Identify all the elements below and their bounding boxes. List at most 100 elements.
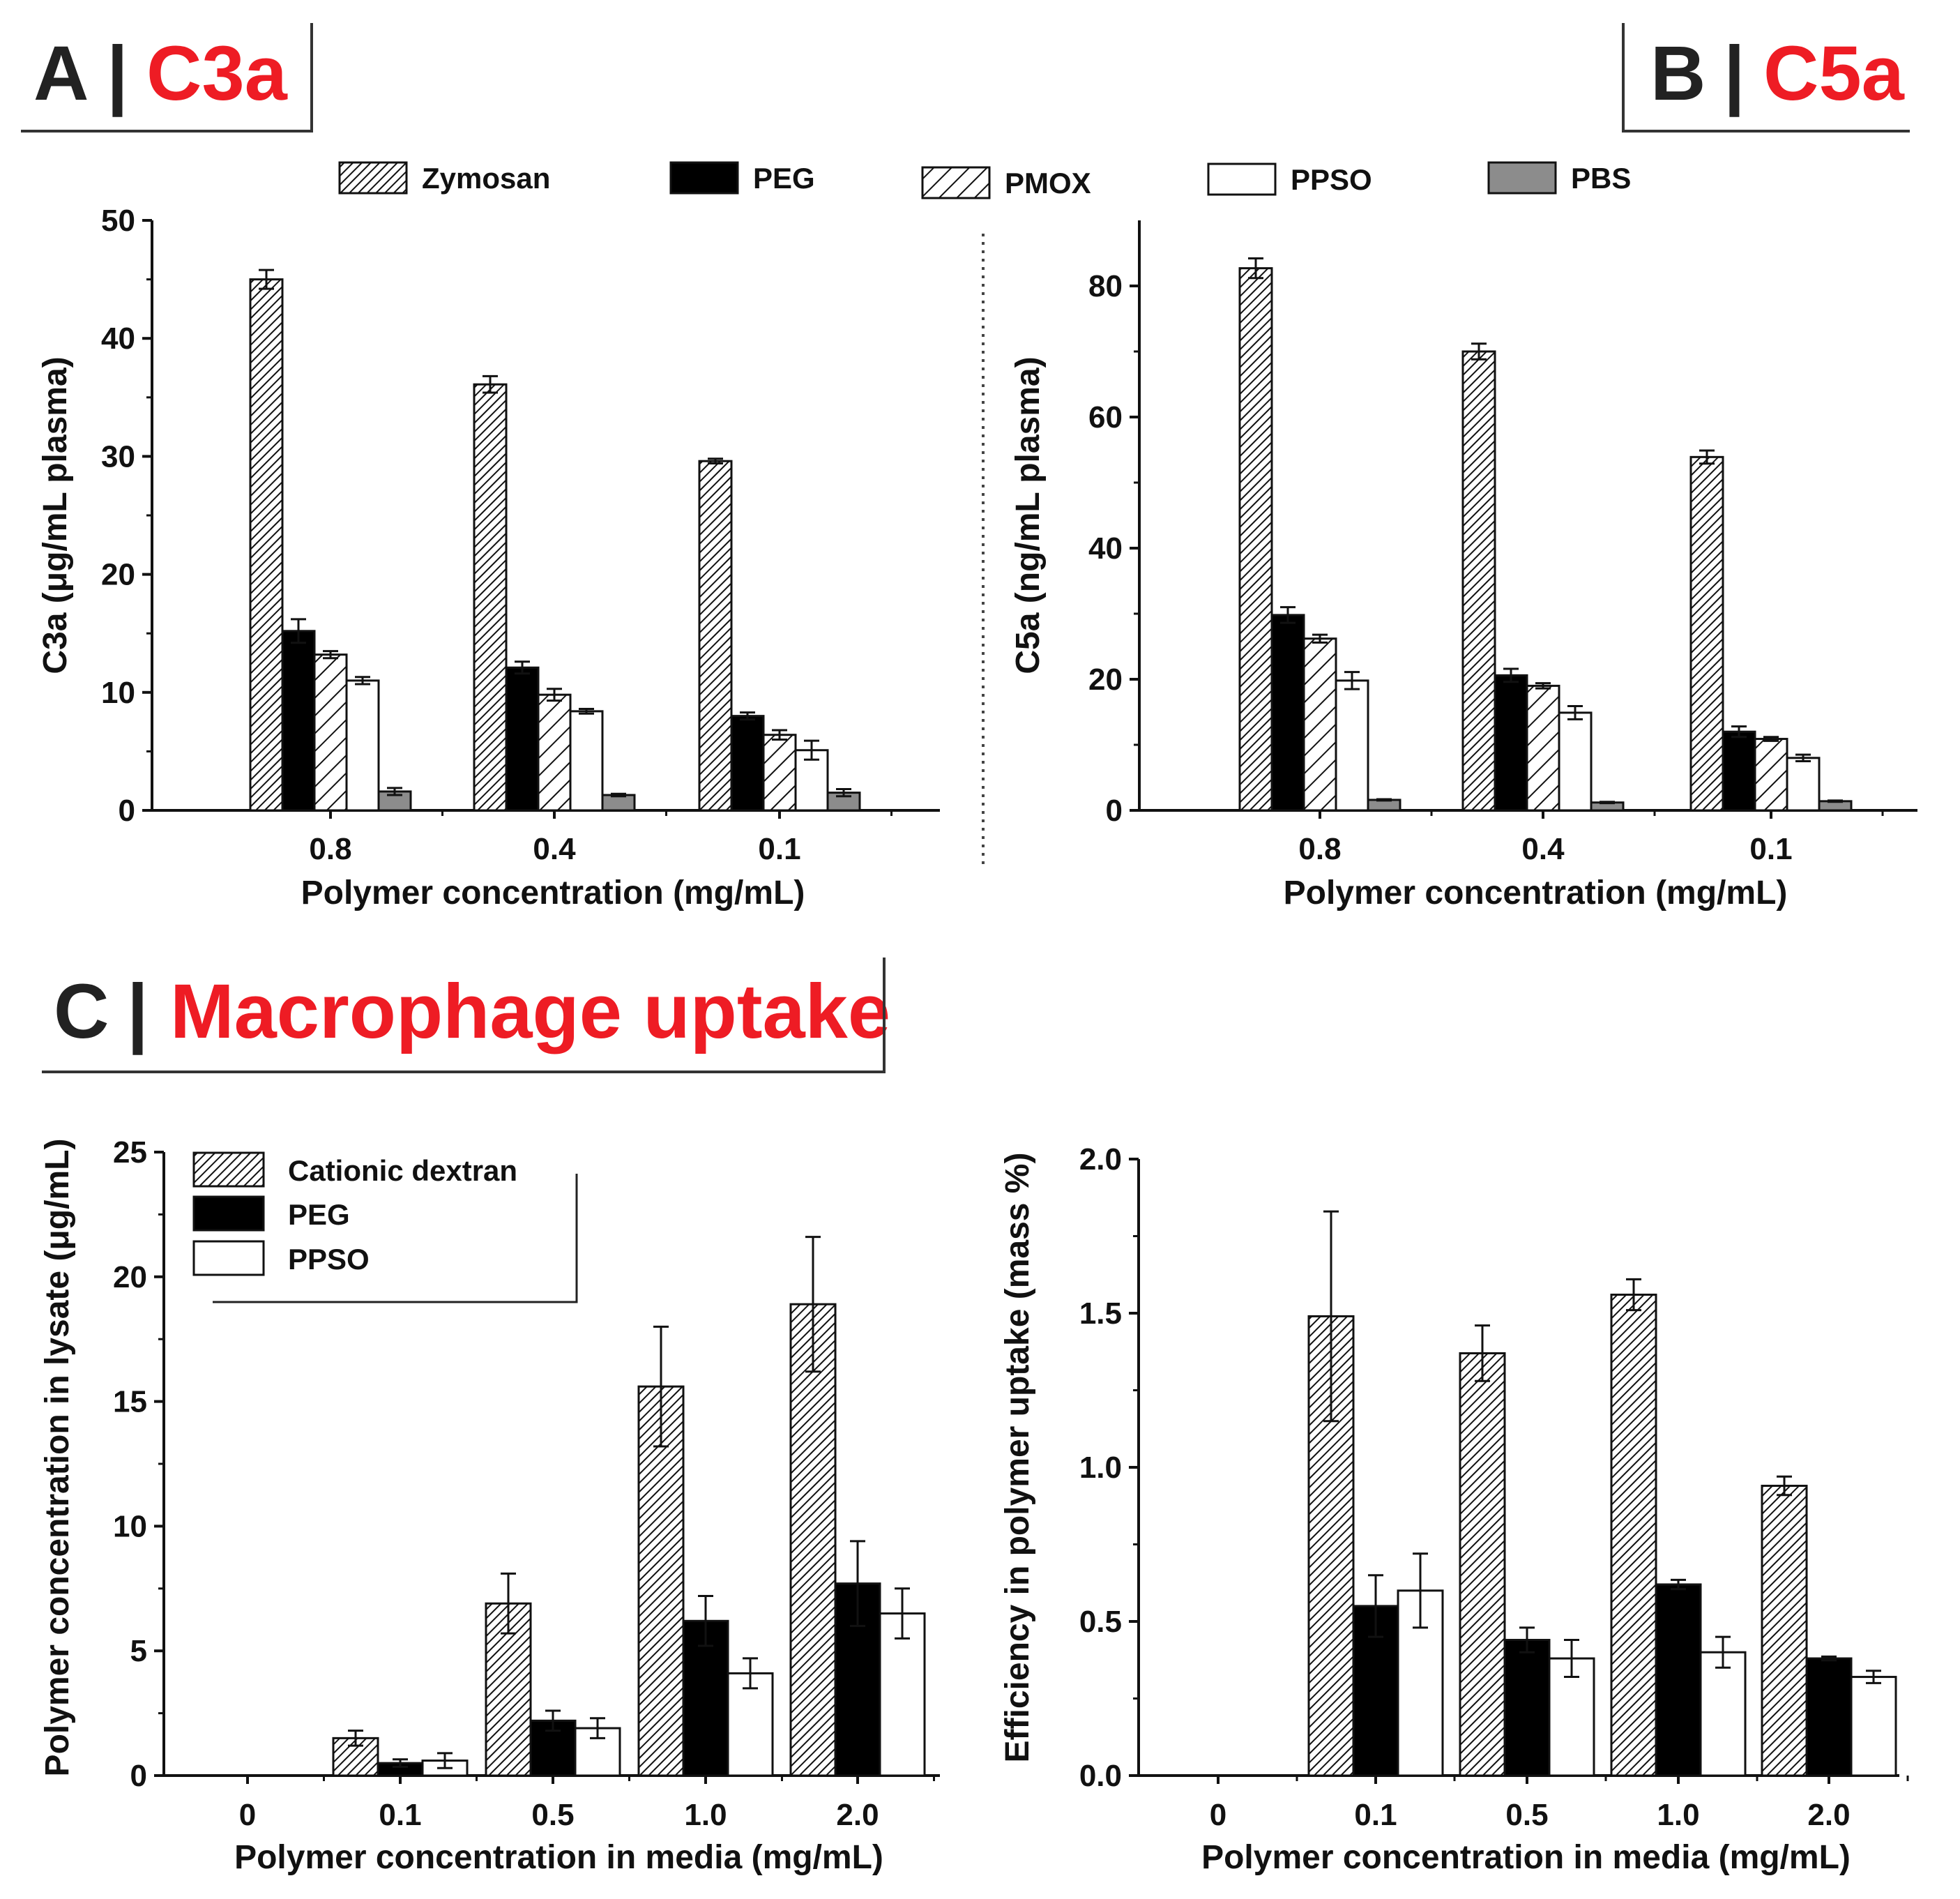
c3a-y-axis-title: C3a (μg/mL plasma) xyxy=(37,356,74,674)
lysate-bar-ppso-2-0 xyxy=(879,1612,926,1777)
c3a-y-tick-label: 30 xyxy=(101,439,135,474)
chart-c5a: 0 20 40 60 80 0.8 0.4 0.1 Polymer concentration … xyxy=(1010,220,1917,911)
legend-bottom-swatch-ppso xyxy=(192,1240,265,1276)
lysate-category-label: 0 xyxy=(239,1798,256,1832)
legend-bottom: Cationic dextran PEG PPSO xyxy=(192,1151,578,1303)
chart-lysate: 0 5 10 15 20 25 0 0.1 0.5 1.0 2.0 Polymer concentra… xyxy=(39,1135,940,1876)
panel-b-frame xyxy=(1622,23,1910,133)
efficiency-y-tick-label: 0.0 xyxy=(1079,1759,1122,1793)
legend-bottom-swatch-peg xyxy=(192,1195,265,1232)
efficiency-category-label: 0.5 xyxy=(1505,1798,1548,1832)
c3a-bar-ppso-0-4 xyxy=(569,710,604,812)
legend-top-swatch-ppso xyxy=(1207,162,1277,196)
legend-bottom-swatch-cationic-dextran xyxy=(192,1151,265,1188)
efficiency-bar-ppso-2-0 xyxy=(1850,1676,1897,1777)
efficiency-x-axis-title: Polymer concentration in media (mg/mL) xyxy=(1201,1839,1851,1876)
chart-c3a: 0 10 20 30 40 50 0.8 0.4 0.1 Polymer concentratio… xyxy=(37,204,940,911)
efficiency-y-tick-label: 2.0 xyxy=(1079,1142,1122,1177)
c3a-bar-pmox-0-4 xyxy=(537,693,572,812)
legend-top-swatch-pmox xyxy=(921,166,991,199)
c5a-bar-zymosan-0-4 xyxy=(1461,350,1496,812)
c3a-bar-pmox-0-8 xyxy=(313,653,348,812)
panel-c-header: C | Macrophage uptake xyxy=(42,958,890,1073)
panel-c-title: Macrophage uptake xyxy=(170,969,890,1054)
c5a-bar-pmox-0-8 xyxy=(1302,637,1337,812)
efficiency-bar-peg-1-0 xyxy=(1655,1583,1702,1777)
lysate-y-tick-label: 15 xyxy=(113,1385,147,1419)
c5a-y-tick-label: 40 xyxy=(1088,531,1123,566)
c5a-category-label: 0.8 xyxy=(1298,832,1341,866)
lysate-bar-cationic-dextran-1-0 xyxy=(637,1385,685,1777)
c3a-category-label: 0.8 xyxy=(309,832,351,866)
c5a-x-axis-title: Polymer concentration (mg/mL) xyxy=(1284,875,1788,911)
c3a-y-tick-label: 0 xyxy=(119,794,135,828)
panel-a-separator: | xyxy=(107,31,128,117)
panel-b-header: B | C5a xyxy=(1622,23,1910,133)
c3a-y-tick-label: 10 xyxy=(101,676,135,710)
panel-a-frame xyxy=(21,23,313,133)
c5a-bar-peg-0-8 xyxy=(1270,614,1305,812)
c3a-bar-pmox-0-1 xyxy=(762,734,797,812)
efficiency-bar-peg-2-0 xyxy=(1805,1657,1853,1777)
legend-top-label-pbs: PBS xyxy=(1571,162,1631,195)
c5a-y-tick-label: 60 xyxy=(1088,400,1123,434)
lysate-category-label: 1.0 xyxy=(684,1798,727,1832)
lysate-bar-cationic-dextran-2-0 xyxy=(789,1303,837,1777)
lysate-bar-ppso-1-0 xyxy=(727,1672,774,1777)
lysate-bar-cationic-dextran-0-5 xyxy=(485,1602,532,1777)
legend-bottom-label-ppso: PPSO xyxy=(288,1243,370,1276)
c5a-bar-ppso-0-8 xyxy=(1335,679,1369,812)
legend-top-swatch-peg xyxy=(669,161,739,195)
c3a-category-label: 0.1 xyxy=(758,832,800,866)
c5a-bar-peg-0-1 xyxy=(1722,730,1756,812)
efficiency-bar-cationic-dextran-0-5 xyxy=(1459,1352,1506,1777)
legend-bottom-frame xyxy=(213,1174,578,1303)
c5a-y-tick-label: 20 xyxy=(1088,663,1123,697)
c5a-bar-pmox-0-4 xyxy=(1526,684,1560,812)
panel-b-letter: B xyxy=(1650,31,1705,116)
efficiency-y-tick-label: 1.0 xyxy=(1079,1451,1122,1485)
c5a-y-axis-title: C5a (ng/mL plasma) xyxy=(1010,356,1047,674)
c3a-category-label: 0.4 xyxy=(533,832,576,866)
c3a-y-tick-label: 50 xyxy=(101,204,135,238)
legend-top-label-pmox: PMOX xyxy=(1005,167,1091,199)
c5a-category-label: 0.4 xyxy=(1521,832,1565,866)
lysate-x-axis-title: Polymer concentration in media (mg/mL) xyxy=(234,1839,883,1876)
efficiency-category-label: 0 xyxy=(1210,1798,1226,1832)
c3a-y-tick-label: 20 xyxy=(101,558,135,592)
efficiency-category-label: 0.1 xyxy=(1354,1798,1397,1832)
efficiency-category-label: 1.0 xyxy=(1657,1798,1699,1832)
c3a-bar-ppso-0-8 xyxy=(345,679,380,812)
c5a-bar-peg-0-4 xyxy=(1494,674,1528,812)
c3a-bar-zymosan-0-1 xyxy=(698,460,733,812)
c3a-x-axis-title: Polymer concentration (mg/mL) xyxy=(301,875,805,911)
lysate-category-label: 0.1 xyxy=(379,1798,421,1832)
legend-top-label-peg: PEG xyxy=(753,162,815,195)
lysate-y-tick-label: 10 xyxy=(113,1509,147,1543)
efficiency-bar-cationic-dextran-1-0 xyxy=(1610,1293,1657,1777)
legend-top-label-zymosan: Zymosan xyxy=(422,162,550,195)
panel-c-separator: | xyxy=(127,969,149,1055)
c5a-bar-zymosan-0-8 xyxy=(1238,267,1273,812)
c5a-y-tick-label: 0 xyxy=(1106,794,1123,828)
legend-bottom-label-peg: PEG xyxy=(288,1198,350,1231)
c5a-bar-ppso-0-4 xyxy=(1558,711,1593,812)
panel-c-letter: C xyxy=(54,969,109,1054)
legend-top-swatch-pbs xyxy=(1487,161,1557,195)
efficiency-category-label: 2.0 xyxy=(1807,1798,1850,1832)
panel-b-separator: | xyxy=(1724,31,1745,117)
lysate-category-label: 2.0 xyxy=(836,1798,879,1832)
c3a-bar-peg-0-1 xyxy=(730,715,765,812)
legend-top-label-ppso: PPSO xyxy=(1291,163,1372,196)
c5a-category-label: 0.1 xyxy=(1749,832,1792,866)
efficiency-y-tick-label: 0.5 xyxy=(1079,1605,1122,1639)
lysate-category-label: 0.5 xyxy=(531,1798,574,1832)
c3a-bar-peg-0-8 xyxy=(281,630,316,812)
panel-a-title: C3a xyxy=(146,31,288,116)
efficiency-bar-ppso-1-0 xyxy=(1699,1651,1747,1777)
c5a-y-tick-label: 80 xyxy=(1088,269,1123,303)
panel-a-header: A | C3a xyxy=(21,23,313,133)
chart-efficiency: 0.0 0.5 1.0 1.5 2.0 0 0.1 0.5 1.0 2.0 Polymer conc… xyxy=(999,1142,1909,1876)
c3a-bar-peg-0-4 xyxy=(505,666,540,812)
